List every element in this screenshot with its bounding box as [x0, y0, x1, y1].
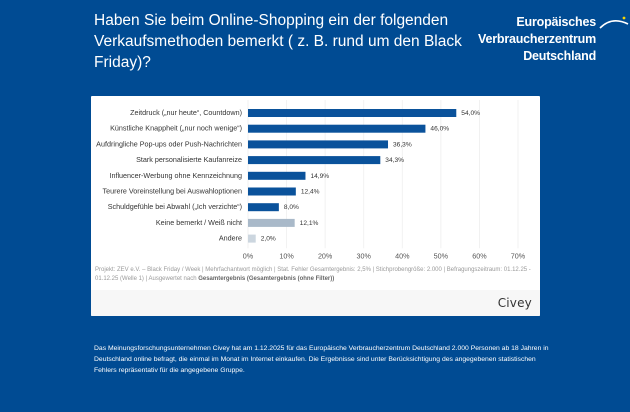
value-label: 46,0%: [430, 126, 449, 133]
bar: [248, 124, 426, 133]
category-label: Aufdringliche Pop-ups oder Push-Nachrich…: [96, 139, 242, 148]
x-tick-label: 40%: [395, 251, 410, 260]
bar-chart: 0% 10% 20% 30% 40% 50% 60% 70% Zeitdruck („nur h…: [96, 100, 526, 260]
category-label: Teurere Voreinstellung bei Auswahloption…: [103, 187, 242, 196]
evz-logo: Europäisches Verbraucherzentrum Deutschl…: [478, 14, 596, 65]
category-label: Zeitdruck („nur heute“, Countdown): [130, 108, 242, 117]
x-tick-label: 20%: [318, 251, 333, 260]
disclaimer-text: Das Meinungsforschungsunternehmen Civey …: [94, 345, 549, 374]
x-tick-label: 60%: [472, 251, 487, 260]
category-label: Schuldgefühle bei Abwahl („Ich verzichte…: [108, 202, 242, 211]
bar: [248, 156, 381, 165]
x-tick-label: 0%: [243, 251, 254, 260]
category-label: Influencer-Werbung ohne Kennzeichnung: [109, 171, 242, 180]
value-label: 8,0%: [284, 204, 299, 211]
logo-line-2: Verbraucherzentrum: [478, 32, 596, 46]
x-tick-label: 50%: [434, 251, 449, 260]
category-label: Stark personalisierte Kaufanreize: [136, 155, 242, 164]
value-label: 2,0%: [261, 236, 276, 243]
category-label: Andere: [219, 234, 242, 243]
arc-star-icon: [599, 16, 629, 29]
logo-line-3: Deutschland: [523, 49, 596, 63]
meta-prefix: Ausgewertet nach: [148, 276, 197, 282]
meta-filter: Gesamtergebnis (Gesamtergebnis (ohne Fil…: [198, 276, 335, 282]
bar: [248, 109, 457, 117]
bar: [248, 187, 296, 196]
chart-card: 0% 10% 20% 30% 40% 50% 60% 70% Zeitdruck („nur h…: [91, 96, 540, 316]
bar: [248, 140, 389, 149]
value-label: 12,1%: [300, 220, 319, 227]
bar: [248, 218, 295, 227]
x-tick-label: 30%: [357, 251, 372, 260]
category-label: Künstliche Knappheit („nur noch wenige“): [110, 124, 242, 133]
survey-meta: Projekt: ZEV e.V. – Black Friday / Week …: [95, 266, 535, 284]
x-tick-label: 10%: [279, 251, 294, 260]
value-label: 12,4%: [301, 189, 320, 196]
card-footer: Civey: [91, 290, 540, 316]
civey-brand: Civey: [497, 296, 532, 310]
value-label: 36,3%: [393, 141, 412, 148]
category-label: Keine bemerkt / Weiß nicht: [156, 218, 242, 227]
x-tick-label: 70%: [511, 251, 526, 260]
meta-text: Projekt: ZEV e.V. – Black Friday / Week …: [95, 267, 531, 282]
bar: [248, 203, 279, 212]
logo-line-1: Europäisches: [516, 15, 596, 29]
value-label: 54,0%: [461, 110, 480, 117]
value-label: 34,3%: [385, 157, 404, 164]
value-label: 14,9%: [310, 173, 329, 180]
question-title: Haben Sie beim Online-Shopping ein der f…: [94, 12, 462, 71]
bar: [248, 234, 256, 243]
bar: [248, 171, 306, 180]
